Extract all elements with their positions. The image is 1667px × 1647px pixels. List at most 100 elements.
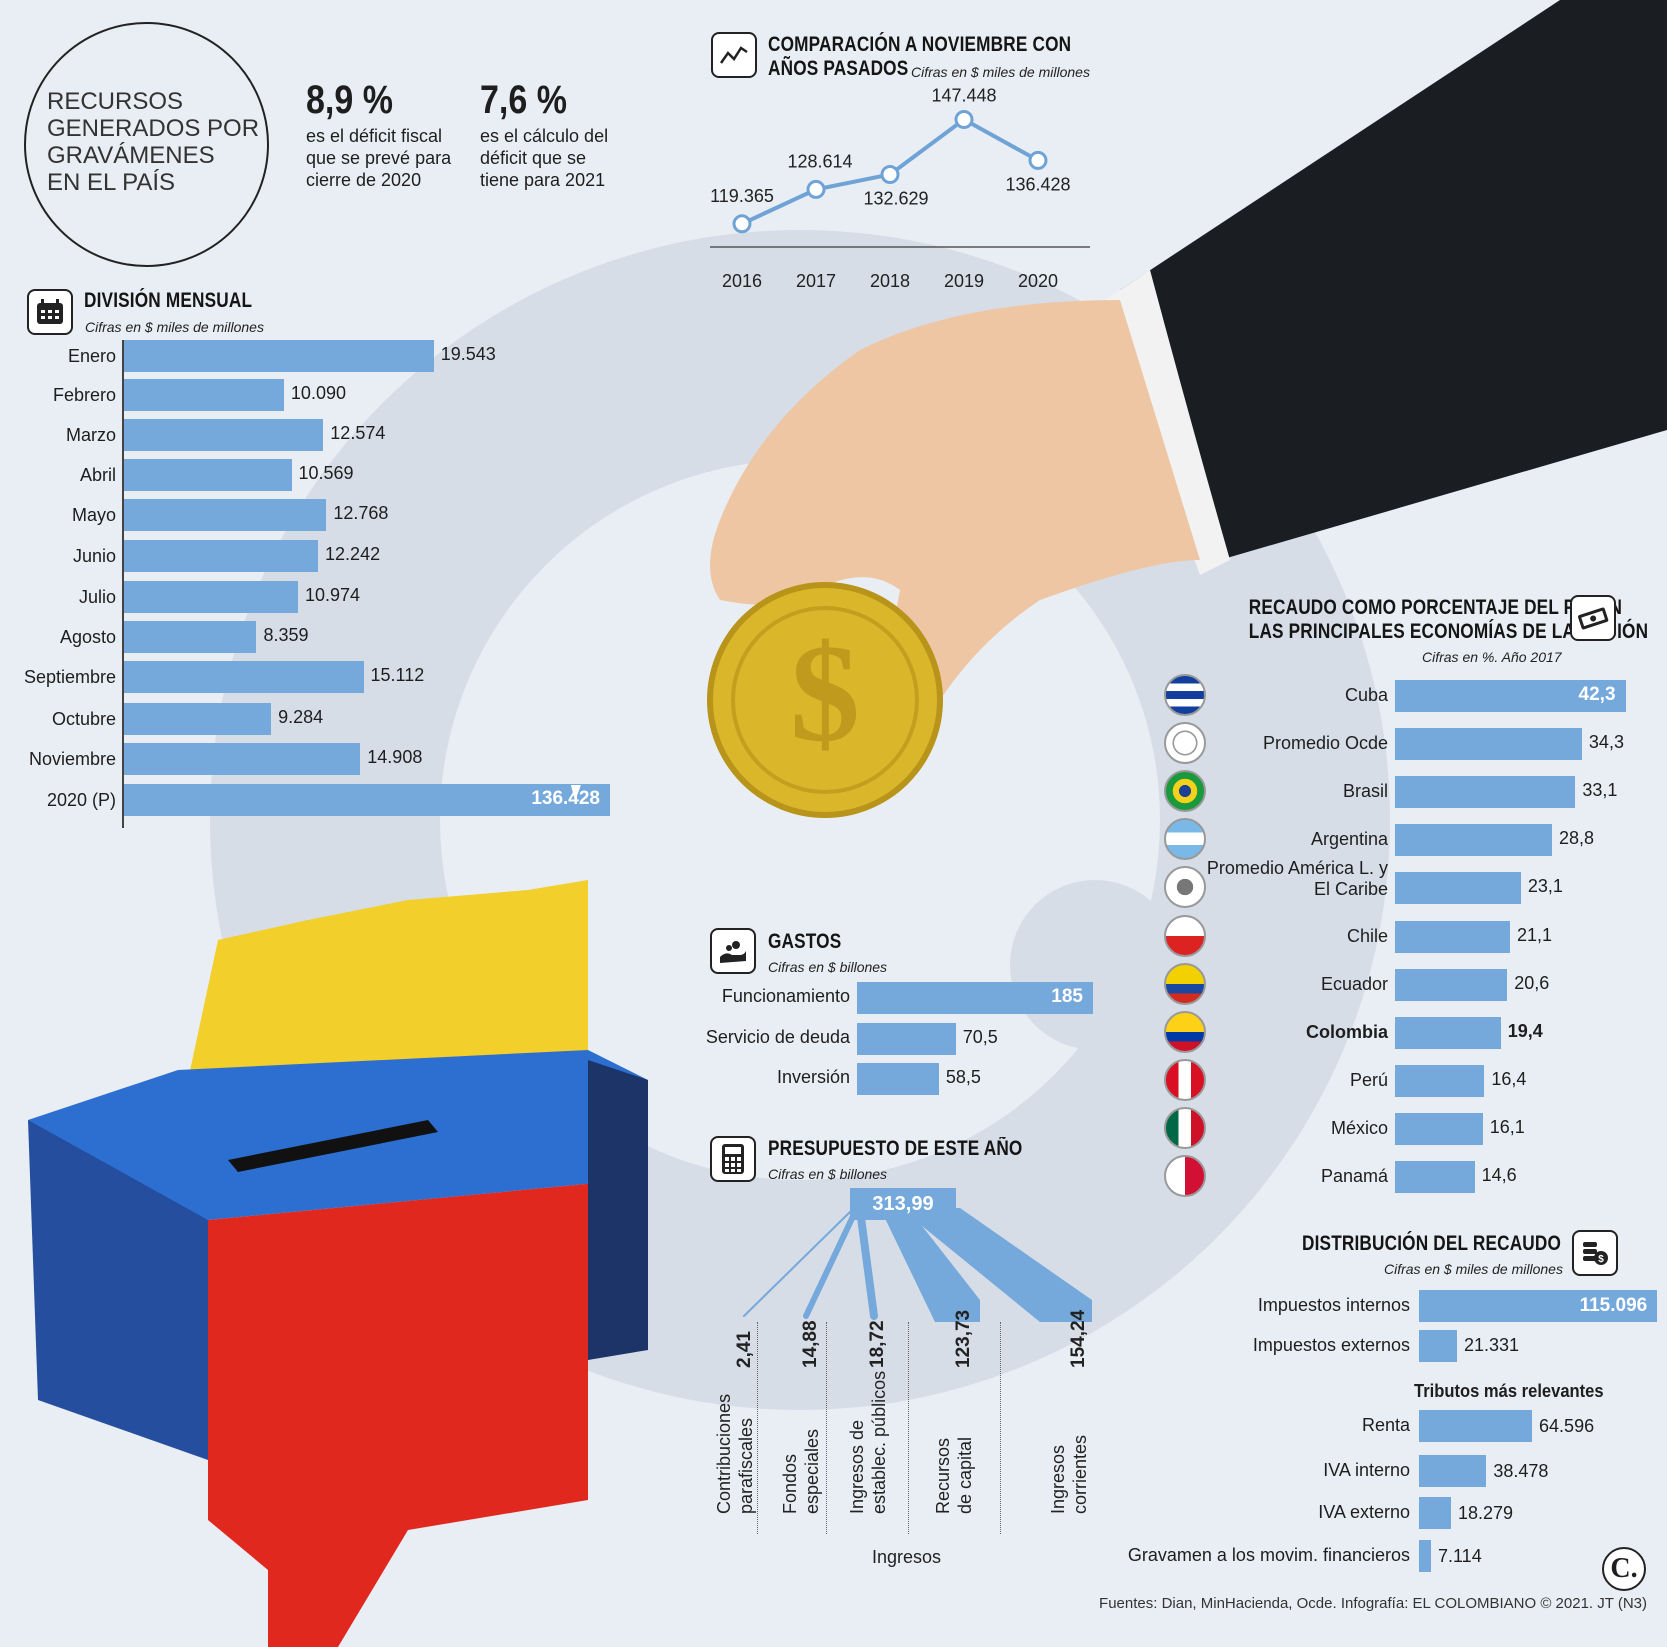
bar <box>857 982 1093 1014</box>
pib-title-line: RECAUDO COMO PORCENTAJE DEL PIB EN <box>1248 596 1623 619</box>
stat-text-line: déficit que se <box>480 148 587 168</box>
bar-value-label: 14,6 <box>1481 1165 1517 1185</box>
box-navy-side <box>588 1060 648 1360</box>
stat-text-line: tiene para 2021 <box>480 170 606 190</box>
pib-title-line: LAS PRINCIPALES ECONOMÍAS DE LA REGIÓN <box>1248 620 1649 643</box>
comparison-title: COMPARACIÓN A NOVIEMBRE CON AÑOS PASADOS <box>768 33 1071 81</box>
bar-value-label: 7.114 <box>1438 1546 1482 1566</box>
bar <box>1395 921 1510 953</box>
bar <box>1395 1017 1501 1049</box>
bar <box>124 340 434 372</box>
title-line: GENERADOS POR <box>47 115 260 142</box>
presupuesto-branch-diagram <box>743 1206 1092 1322</box>
bar <box>1395 824 1552 856</box>
bar <box>1395 1113 1483 1145</box>
bar <box>124 784 610 816</box>
bar-category-label: IVA interno <box>1323 1460 1410 1480</box>
pib-title: RECAUDO COMO PORCENTAJE DEL PIB EN LAS P… <box>1248 596 1649 644</box>
data-point <box>806 179 826 199</box>
tributos-heading: Tributos más relevantes <box>1414 1381 1604 1401</box>
bar <box>124 419 324 451</box>
bar-category-label: Impuestos externos <box>1252 1335 1410 1355</box>
gastos-bar-chart: Funcionamiento 185 Servicio de deuda 70,5 In… <box>640 975 1120 1105</box>
bar <box>124 499 327 531</box>
stat-text-line: cierre de 2020 <box>306 170 422 190</box>
country-flag-icon <box>1164 866 1206 908</box>
bar <box>1395 872 1521 904</box>
bar-category-label: Brasil <box>1342 781 1388 801</box>
bar-value-label: 12.768 <box>333 503 389 523</box>
data-point <box>954 109 974 129</box>
budget-label: Ingresos <box>1048 1444 1068 1514</box>
x-tick-label: 2019 <box>944 271 984 291</box>
bar-category-label: Julio <box>78 587 116 607</box>
line-chart-icon <box>711 32 757 78</box>
coin-stack-icon: $ <box>1572 1230 1618 1276</box>
stat-text-line: es el déficit fiscal <box>306 126 443 146</box>
bar-value-label: 15.112 <box>370 665 425 685</box>
bar-value-label: 20,6 <box>1514 973 1550 993</box>
bar-category-label: Promedio Ocde <box>1262 733 1388 753</box>
monthly-bar-chart: Enero 19.543 Febrero 10.090 Marzo 12.574 Abril… <box>0 340 640 830</box>
distribucion-title: DISTRIBUCIÓN DEL RECAUDO <box>1302 1232 1562 1255</box>
title-line: GRAVÁMENES <box>47 142 215 169</box>
bar-category-label: Cuba <box>1344 685 1388 705</box>
y-axis-line <box>122 340 124 828</box>
data-label: 128.614 <box>787 151 852 171</box>
budget-label: especiales <box>802 1428 822 1514</box>
banknote-icon <box>1570 595 1616 641</box>
box-blue-side <box>28 1120 208 1460</box>
hand-coins-icon <box>710 928 756 974</box>
bar <box>124 379 284 411</box>
divider-line <box>908 1322 909 1534</box>
svg-text:$: $ <box>790 616 860 771</box>
x-tick-label: 2016 <box>722 271 762 291</box>
title-line: EN EL PAÍS <box>47 169 176 196</box>
comparison-subtitle: Cifras en $ miles de millones <box>911 64 1090 80</box>
colombia-ballot-box-illustration <box>28 880 648 1647</box>
bar <box>1419 1540 1431 1572</box>
presupuesto-total: 313,99 <box>850 1188 956 1220</box>
bar-value-label: 64.596 <box>1539 1416 1595 1436</box>
bar-category-label: Gravamen a los movim. financieros <box>1127 1545 1410 1565</box>
background-logo-dot <box>1010 880 1180 1050</box>
bar <box>1395 1161 1475 1193</box>
country-flag-icon <box>1164 722 1206 764</box>
data-point <box>1028 150 1048 170</box>
bar-value-label: 12.574 <box>330 423 386 443</box>
bar-value-label: 70,5 <box>962 1027 998 1047</box>
bar-value-label: 136.428 <box>531 788 600 809</box>
country-flag-icon <box>1164 915 1206 957</box>
bar-value-label: 19,4 <box>1507 1021 1543 1041</box>
bar <box>1395 728 1582 760</box>
bar-category-label: Perú <box>1349 1070 1388 1090</box>
branch-establecimientos <box>856 1206 878 1320</box>
pib-subtitle: Cifras en %. Año 2017 <box>1422 649 1562 665</box>
budget-label: corrientes <box>1070 1434 1090 1514</box>
bar-category-label: Marzo <box>65 425 116 445</box>
bar-category-label: IVA externo <box>1318 1502 1410 1522</box>
comparison-title-line: COMPARACIÓN A NOVIEMBRE CON <box>768 33 1072 56</box>
bar <box>1419 1290 1658 1322</box>
page-title: RECURSOS GENERADOS POR GRAVÁMENES EN EL … <box>47 88 259 196</box>
bar <box>1395 1065 1485 1097</box>
bar-value-label: 16,4 <box>1491 1069 1527 1089</box>
pib-bar-chart: Cuba 42,3 Promedio Ocde 34,3 Brasil 33,1 Argen… <box>1150 670 1667 1200</box>
bar-category-label: Colombia <box>1305 1022 1388 1042</box>
stat-text-line: es el cálculo del <box>480 126 609 146</box>
data-label: 119.365 <box>710 186 774 206</box>
branch-parafiscales <box>743 1209 853 1317</box>
country-flag-icon <box>1164 770 1206 812</box>
distribucion-subtitle: Cifras en $ miles de millones <box>1384 1261 1563 1277</box>
bar-category-label: Enero <box>67 346 116 366</box>
title-line: RECURSOS <box>47 88 184 115</box>
gastos-title: GASTOS <box>768 930 842 953</box>
data-point <box>880 165 900 185</box>
bar-category-label: Junio <box>72 546 116 566</box>
bar-category-label: Mayo <box>71 505 116 525</box>
comparison-title-line: AÑOS PASADOS <box>768 57 909 80</box>
divider-line <box>826 1322 827 1534</box>
country-flag-icon <box>1164 963 1206 1005</box>
bar <box>1395 969 1508 1001</box>
